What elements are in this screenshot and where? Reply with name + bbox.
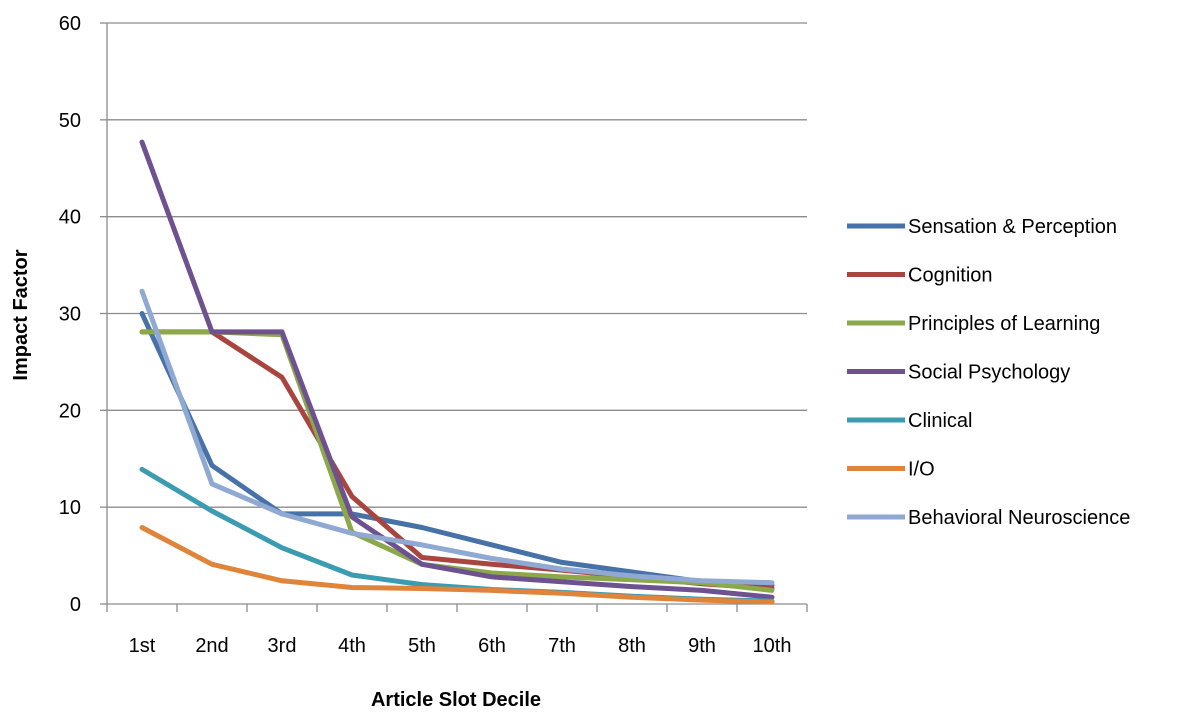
series-line-sensation-perception <box>139 311 775 589</box>
legend-label: Cognition <box>908 265 993 287</box>
x-tick-label: 6th <box>478 635 506 657</box>
x-tick-label: 4th <box>338 635 366 657</box>
y-tick-label: 30 <box>59 304 81 326</box>
y-tick-label: 0 <box>70 594 81 616</box>
x-tick-label: 2nd <box>195 635 228 657</box>
axes: 0 10 20 30 40 50 60 1st 2nd 3rd 4th 5th 6th 7th 8th 9th… <box>59 13 808 657</box>
y-tick-label: 60 <box>59 13 81 35</box>
legend-label: Principles of Learning <box>908 313 1100 335</box>
x-axis-title: Article Slot Decile <box>371 689 541 711</box>
series-line-behavioral-neuroscience <box>139 288 775 586</box>
series-line-i-o <box>139 525 775 605</box>
x-tick-label: 9th <box>688 635 716 657</box>
x-tick-label: 3rd <box>268 635 297 657</box>
y-axis-title: Impact Factor <box>10 249 32 380</box>
y-tick-label: 20 <box>59 400 81 422</box>
x-tick-label: 8th <box>618 635 646 657</box>
legend-label: Social Psychology <box>908 362 1070 384</box>
legend: Sensation & Perception Cognition Principle… <box>847 216 1130 529</box>
series-line-social-psychology <box>139 139 775 600</box>
y-tick-label: 50 <box>59 110 81 132</box>
x-tick-label: 5th <box>408 635 436 657</box>
x-tick-label: 1st <box>129 635 156 657</box>
y-tick-label: 10 <box>59 497 81 519</box>
legend-label: I/O <box>908 459 935 481</box>
x-tick-label: 7th <box>548 635 576 657</box>
legend-label: Sensation & Perception <box>908 216 1117 238</box>
series-lines <box>139 139 775 605</box>
legend-label: Behavioral Neuroscience <box>908 507 1130 529</box>
y-tick-label: 40 <box>59 207 81 229</box>
x-tick-label: 10th <box>753 635 792 657</box>
legend-label: Clinical <box>908 410 972 432</box>
gridlines <box>107 22 807 508</box>
